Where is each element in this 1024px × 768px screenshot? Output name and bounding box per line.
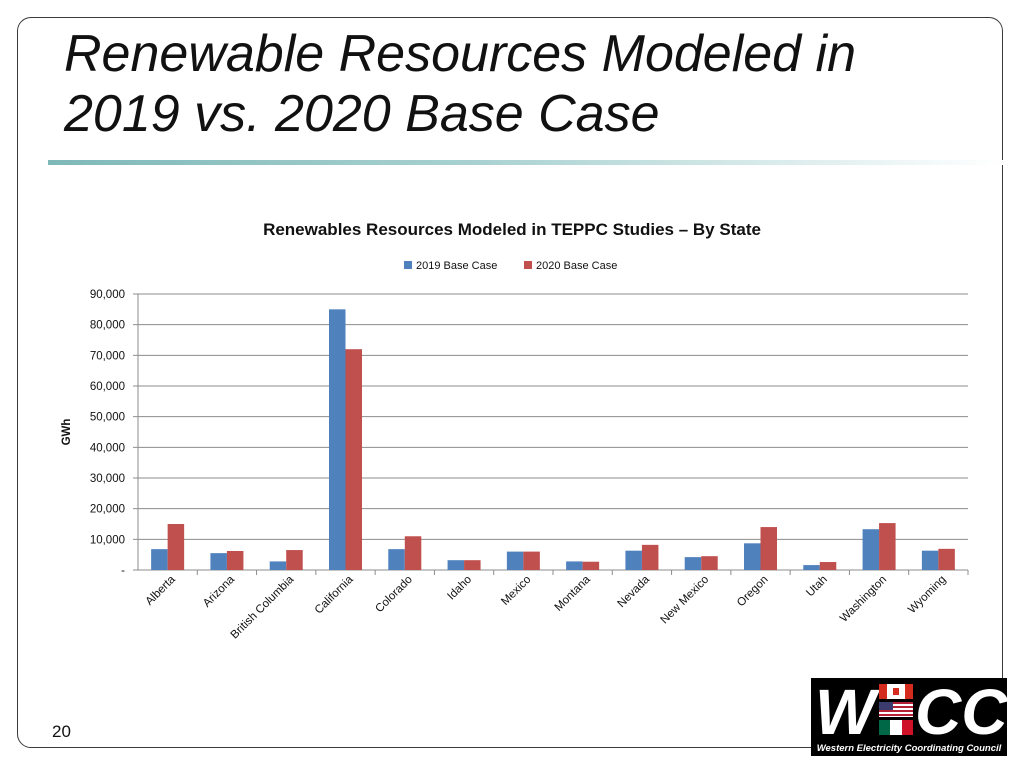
bar-2020 bbox=[286, 550, 303, 570]
bar-2020 bbox=[167, 524, 185, 570]
bar-2020 bbox=[760, 527, 777, 570]
y-tick-label: 40,000 bbox=[90, 442, 125, 454]
bar-2019 bbox=[506, 551, 524, 570]
y-tick-label: - bbox=[121, 565, 125, 577]
wecc-logo: W CC Western Electricity Coordinating Co… bbox=[811, 676, 1008, 758]
legend-label-1: 2019 Base Case bbox=[416, 260, 497, 272]
x-tick-label: Colorado bbox=[373, 574, 414, 615]
y-axis-label: GWh bbox=[61, 419, 73, 446]
y-tick-label: 20,000 bbox=[90, 504, 125, 516]
bar-2020 bbox=[464, 560, 481, 570]
x-tick-label: Wyoming bbox=[906, 574, 948, 616]
bar-2019 bbox=[566, 561, 583, 570]
legend-swatch-1 bbox=[404, 261, 412, 269]
x-tick-label: New Mexico bbox=[659, 574, 712, 627]
svg-text:W: W bbox=[815, 678, 880, 742]
y-tick-label: 70,000 bbox=[90, 350, 125, 362]
slide-title: Renewable Resources Modeled in 2019 vs. … bbox=[64, 25, 857, 143]
slide-frame bbox=[17, 17, 1003, 748]
x-tick-label: Mexico bbox=[499, 574, 533, 608]
y-tick-label: 80,000 bbox=[90, 320, 125, 332]
bar-2020 bbox=[701, 556, 718, 570]
bar-2019 bbox=[625, 550, 642, 570]
bar-2019 bbox=[329, 309, 346, 570]
x-tick-label: California bbox=[313, 573, 356, 616]
bar-2019 bbox=[862, 529, 880, 570]
y-tick-label: 90,000 bbox=[90, 289, 125, 301]
bar-2019 bbox=[684, 557, 702, 570]
page-number: 20 bbox=[52, 722, 71, 741]
x-tick-label: British Columbia bbox=[229, 573, 297, 641]
bar-2020 bbox=[404, 536, 422, 570]
bar-2020 bbox=[879, 523, 896, 570]
legend-swatch-2 bbox=[524, 261, 532, 269]
x-tick-label: Alberta bbox=[144, 573, 179, 608]
bar-2020 bbox=[582, 561, 600, 570]
bar-2020 bbox=[226, 550, 244, 570]
bar-2020 bbox=[641, 544, 659, 570]
bar-2019 bbox=[744, 543, 761, 570]
logo-mark: W CC bbox=[811, 676, 1008, 748]
x-tick-label: Montana bbox=[553, 573, 594, 614]
y-tick-label: 10,000 bbox=[90, 534, 125, 546]
bar-2019 bbox=[269, 561, 287, 570]
logo-graphic: W CC bbox=[815, 676, 1008, 748]
x-tick-label: Arizona bbox=[201, 573, 237, 609]
logo-caption: Western Electricity Coordinating Council bbox=[811, 742, 1007, 756]
chart-title: Renewables Resources Modeled in TEPPC St… bbox=[263, 220, 761, 239]
legend-label-2: 2020 Base Case bbox=[536, 260, 617, 272]
bar-2020 bbox=[938, 548, 955, 570]
svg-text:CC: CC bbox=[915, 678, 1007, 742]
bar-2020 bbox=[819, 562, 837, 570]
x-tick-label: Washington bbox=[838, 574, 889, 625]
bar-2020 bbox=[345, 349, 362, 570]
bar-2019 bbox=[210, 553, 227, 570]
x-tick-label: Oregon bbox=[735, 574, 771, 610]
bar-2019 bbox=[388, 549, 405, 570]
title-divider bbox=[48, 160, 1003, 165]
bar-2020 bbox=[523, 551, 540, 570]
y-tick-label: 50,000 bbox=[90, 412, 125, 424]
x-tick-label: Idaho bbox=[445, 574, 474, 603]
y-tick-label: 30,000 bbox=[90, 473, 125, 485]
bar-2019 bbox=[151, 549, 168, 570]
bar-2019 bbox=[921, 550, 939, 570]
y-tick-label: 60,000 bbox=[90, 381, 125, 393]
x-tick-label: Utah bbox=[804, 574, 830, 600]
bar-2019 bbox=[803, 565, 820, 570]
x-tick-label: Nevada bbox=[616, 573, 653, 610]
bar-2019 bbox=[447, 560, 465, 570]
